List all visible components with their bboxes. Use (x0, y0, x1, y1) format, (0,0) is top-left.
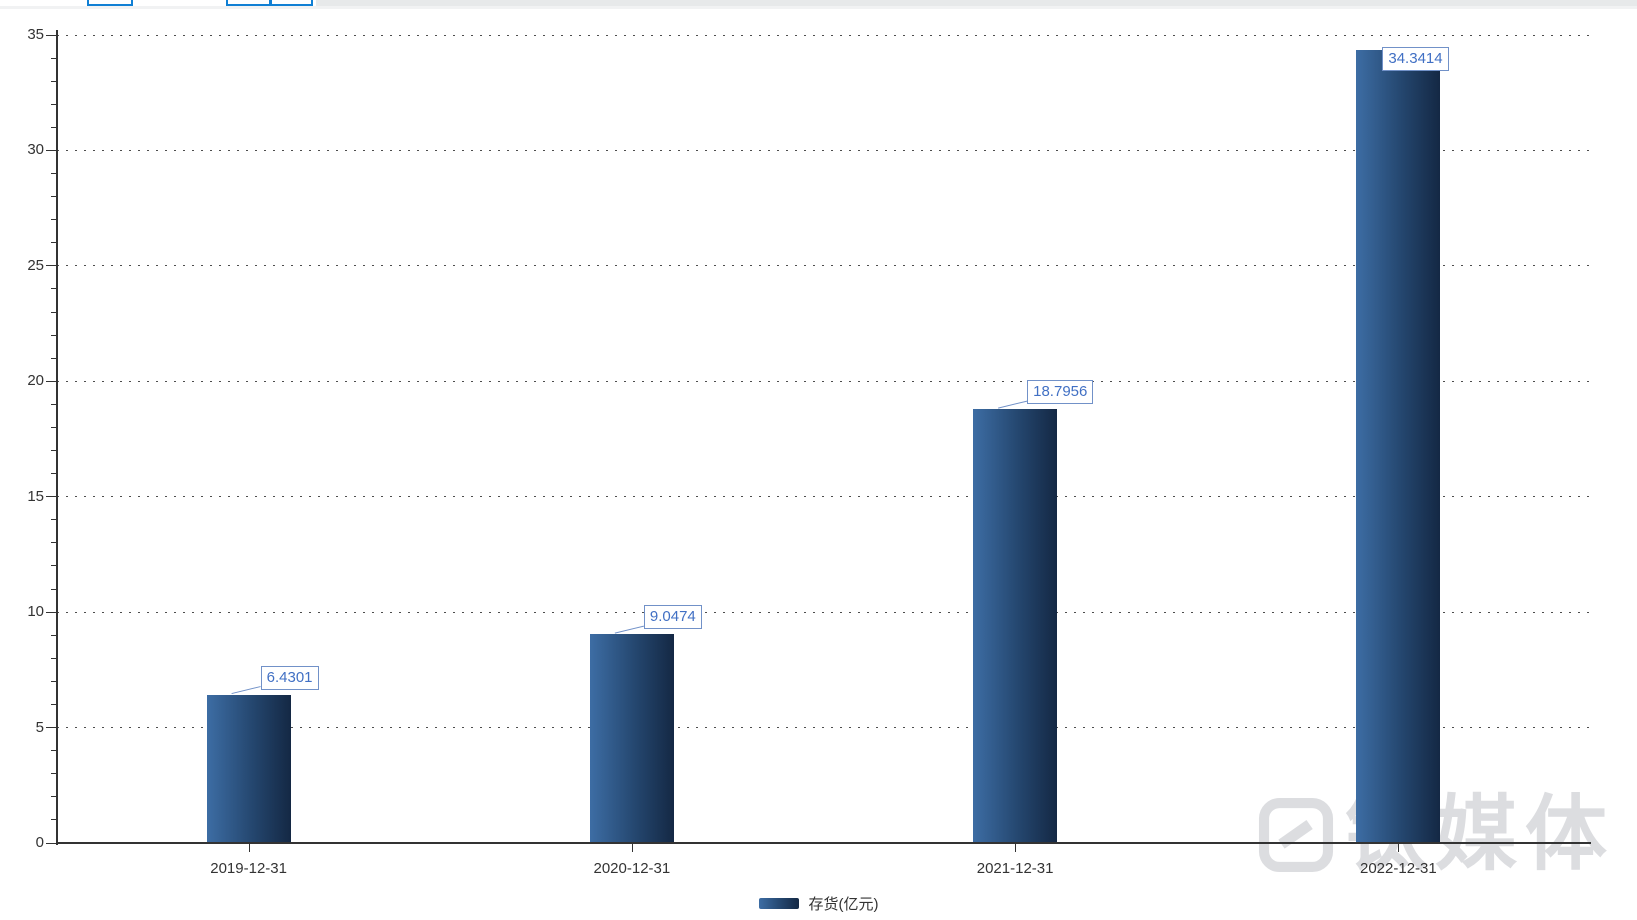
y-axis-minor-tick (51, 57, 57, 59)
x-axis-label: 2020-12-31 (593, 860, 671, 877)
y-axis-label: 15 (27, 487, 44, 505)
gridline (57, 496, 1590, 498)
y-axis-minor-tick (51, 542, 57, 544)
gridline (57, 149, 1590, 151)
y-axis-minor-tick (51, 657, 57, 659)
x-axis-tick (1398, 843, 1400, 852)
x-axis (56, 842, 1591, 844)
leader-line (998, 400, 1028, 409)
value-label: 9.0474 (643, 605, 702, 630)
legend-item-inventory[interactable]: 存货(亿元) (0, 893, 1637, 914)
x-axis-label: 2022-12-31 (1360, 860, 1437, 877)
y-axis-tick (46, 842, 57, 844)
y-axis-minor-tick (51, 450, 57, 452)
value-label: 18.7956 (1027, 380, 1094, 405)
y-axis-minor-tick (51, 819, 57, 821)
x-axis-label: 2021-12-31 (976, 860, 1054, 877)
y-axis-label: 10 (27, 603, 44, 621)
y-axis-minor-tick (51, 242, 57, 244)
y-axis-minor-tick (51, 357, 57, 359)
y-axis-tick (46, 611, 57, 613)
y-axis-minor-tick (51, 473, 57, 475)
bar-2022-12-31[interactable] (1356, 50, 1441, 843)
y-axis-minor-tick (51, 288, 57, 290)
y-axis-minor-tick (51, 126, 57, 128)
y-axis-tick (46, 265, 57, 267)
y-axis-minor-tick (51, 588, 57, 590)
x-axis-label: 2019-12-31 (210, 860, 287, 877)
toolbar-button-3[interactable] (270, 0, 313, 6)
y-axis-minor-tick (51, 519, 57, 521)
bar-2020-12-31[interactable] (589, 634, 674, 843)
y-axis-minor-tick (51, 680, 57, 682)
y-axis-minor-tick (51, 426, 57, 428)
y-axis-minor-tick (51, 103, 57, 105)
y-axis-tick (46, 380, 57, 382)
value-label: 6.4301 (260, 665, 319, 690)
y-axis-tick (46, 149, 57, 151)
gridline (57, 380, 1590, 382)
y-axis-minor-tick (51, 196, 57, 198)
y-axis-minor-tick (51, 773, 57, 775)
y-axis-minor-tick (51, 173, 57, 174)
watermark: 钛媒体 (1257, 794, 1615, 876)
y-axis-label: 20 (27, 372, 44, 390)
y-axis-minor-tick (51, 634, 57, 636)
y-axis-label: 30 (27, 141, 44, 159)
y-axis-tick (46, 496, 57, 498)
y-axis-minor-tick (51, 703, 57, 705)
legend-label: 存货(亿元) (808, 896, 879, 913)
x-axis-tick (1015, 843, 1017, 852)
y-axis-tick (46, 727, 57, 729)
leader-line (231, 686, 261, 695)
y-axis-minor-tick (51, 334, 57, 336)
value-label: 34.3414 (1382, 47, 1449, 72)
toolbar-button-1[interactable] (87, 0, 133, 6)
y-axis-label: 25 (27, 256, 44, 274)
y-axis (56, 30, 58, 845)
y-axis-label: 0 (35, 834, 44, 851)
y-axis-minor-tick (51, 219, 57, 221)
toolbar-strip (316, 0, 1637, 6)
y-axis-minor-tick (51, 796, 57, 798)
gridline (57, 265, 1590, 267)
y-axis-minor-tick (51, 565, 57, 567)
legend-swatch (758, 898, 799, 909)
x-axis-tick (248, 843, 250, 852)
y-axis-label: 35 (27, 26, 44, 43)
gridline (57, 611, 1590, 613)
tmtpost-logo-icon (1258, 797, 1334, 873)
y-axis-minor-tick (51, 80, 57, 82)
y-axis-tick (46, 34, 57, 36)
leader-line (614, 625, 644, 634)
gridline (57, 34, 1590, 36)
y-axis-label: 5 (35, 718, 44, 736)
toolbar-divider (0, 6, 1637, 9)
y-axis-minor-tick (51, 750, 57, 752)
gridline (57, 727, 1590, 729)
y-axis-minor-tick (51, 311, 57, 313)
x-axis-tick (631, 843, 633, 852)
y-axis-minor-tick (51, 403, 57, 405)
bar-2019-12-31[interactable] (206, 694, 291, 843)
bar-2021-12-31[interactable] (973, 409, 1058, 843)
